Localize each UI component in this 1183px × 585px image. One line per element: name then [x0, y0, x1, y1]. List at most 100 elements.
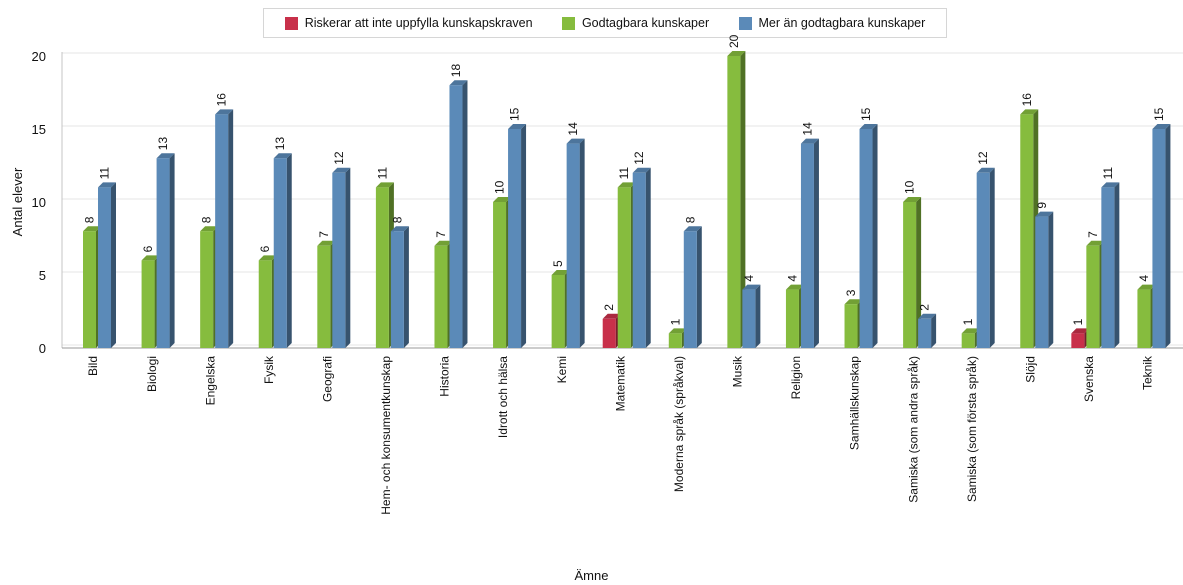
- bar: [859, 129, 873, 348]
- data-label: 4: [742, 275, 756, 282]
- bar: [1035, 216, 1049, 348]
- data-label: 15: [1152, 107, 1166, 121]
- bar-top: [1137, 284, 1156, 290]
- data-label: 8: [200, 216, 214, 223]
- bar-top: [551, 270, 570, 275]
- data-label: 16: [215, 93, 229, 107]
- bar-side: [345, 167, 351, 348]
- bar-top: [434, 240, 453, 246]
- bar-top: [200, 226, 219, 232]
- bar-top: [566, 138, 585, 144]
- data-label: 11: [375, 167, 389, 180]
- bar-top: [1035, 211, 1054, 217]
- bar-side: [521, 124, 527, 348]
- bar: [1137, 289, 1151, 348]
- bar-side: [872, 124, 878, 348]
- bar-top: [668, 328, 687, 334]
- bar: [1071, 333, 1085, 348]
- bar: [317, 245, 331, 348]
- data-label: 8: [83, 216, 97, 223]
- data-label: 1: [1071, 318, 1085, 325]
- bar: [683, 231, 697, 348]
- legend-label-risk: Riskerar att inte uppfylla kunskapskrave…: [304, 16, 533, 30]
- bar-top: [632, 167, 651, 173]
- bar-top: [141, 255, 160, 261]
- data-label: 8: [683, 216, 697, 223]
- bar: [200, 231, 214, 348]
- bar-top: [602, 313, 621, 319]
- bar-side: [696, 226, 702, 348]
- data-label: 11: [1101, 167, 1115, 180]
- data-label: 13: [273, 137, 287, 151]
- data-label: 8: [390, 216, 404, 223]
- bar: [742, 289, 756, 348]
- bar-side: [931, 313, 937, 348]
- data-label: 3: [844, 289, 858, 296]
- bar: [918, 318, 932, 348]
- y-tick-label: 15: [32, 122, 46, 137]
- x-tick-label: Svenska: [1082, 356, 1096, 402]
- bar-side: [462, 80, 468, 348]
- bar: [727, 56, 741, 348]
- bar: [551, 275, 565, 348]
- x-tick-label: Kemi: [555, 356, 569, 383]
- bar-top: [156, 153, 175, 159]
- bar: [617, 187, 631, 348]
- bar: [668, 333, 682, 348]
- data-label: 4: [785, 275, 799, 282]
- bar-top: [375, 182, 394, 188]
- data-label: 1: [961, 318, 975, 325]
- bar-top: [390, 226, 409, 232]
- bar-side: [579, 138, 585, 348]
- x-tick-label: Matematik: [613, 355, 627, 411]
- data-label: 15: [859, 107, 873, 121]
- bar: [434, 245, 448, 348]
- bar: [215, 114, 229, 349]
- bar: [1101, 187, 1115, 348]
- bar-top: [785, 284, 804, 290]
- data-label: 14: [800, 122, 814, 136]
- data-label: 6: [141, 245, 155, 252]
- bar: [375, 187, 389, 348]
- x-tick-label: Moderna språk (språkval): [672, 356, 686, 492]
- data-label: 10: [903, 180, 917, 194]
- bar-side: [403, 226, 409, 348]
- data-label: 7: [1086, 231, 1100, 238]
- data-label: 4: [1137, 275, 1151, 282]
- data-label: 14: [566, 122, 580, 136]
- bar-top: [258, 255, 277, 261]
- legend-label-godtagbara: Godtagbara kunskaper: [581, 16, 710, 30]
- data-label: 9: [1035, 202, 1049, 209]
- bar-top: [273, 153, 292, 159]
- bar-top: [683, 226, 702, 232]
- y-tick-label: 5: [39, 268, 46, 283]
- bar-top: [859, 124, 878, 129]
- bar: [141, 260, 155, 348]
- bar-top: [1152, 124, 1171, 129]
- bar: [449, 85, 463, 348]
- bar-side: [813, 138, 819, 348]
- x-tick-label: Historia: [438, 356, 452, 397]
- bar: [602, 318, 616, 348]
- bar: [493, 202, 507, 348]
- bar-top: [332, 167, 351, 173]
- data-label: 16: [1020, 93, 1034, 107]
- data-label: 7: [317, 231, 331, 238]
- bar: [903, 202, 917, 348]
- bar-side: [286, 153, 292, 348]
- bar-side: [740, 51, 746, 348]
- bar-top: [98, 182, 116, 188]
- x-tick-label: Musik: [731, 355, 745, 387]
- bar-top: [508, 124, 527, 129]
- legend-item-risk: Riskerar att inte uppfylla kunskapskrave…: [284, 16, 533, 30]
- bar-side: [645, 167, 651, 348]
- x-tick-label: Fysik: [262, 355, 276, 384]
- bar-top: [903, 197, 922, 202]
- bar: [800, 143, 814, 348]
- bar-top: [83, 226, 101, 232]
- bar-side: [755, 284, 761, 348]
- bar: [632, 172, 646, 348]
- x-tick-label: Biologi: [145, 356, 159, 392]
- data-label: 12: [332, 151, 346, 165]
- data-label: 2: [602, 304, 616, 311]
